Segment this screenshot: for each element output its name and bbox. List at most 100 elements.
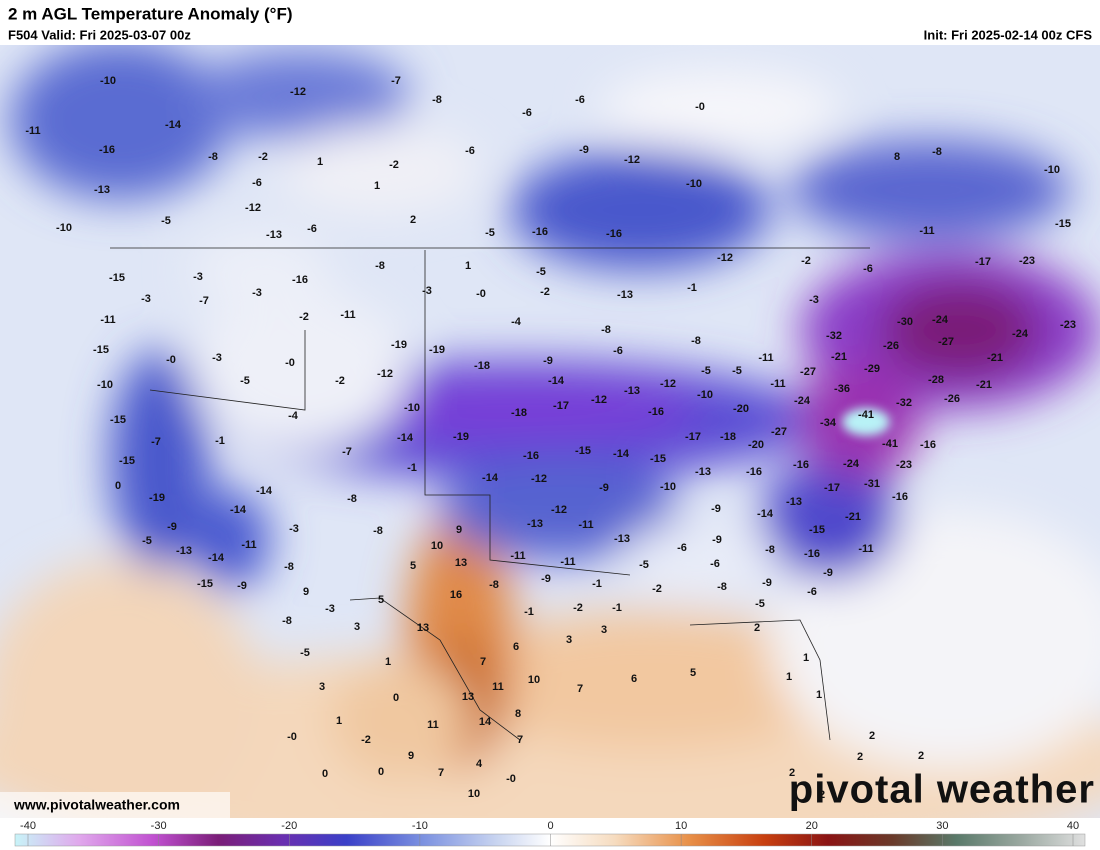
anomaly-label: -10 <box>686 178 702 190</box>
anomaly-label: -10 <box>404 402 420 414</box>
anomaly-label: -16 <box>793 459 809 471</box>
anomaly-label: -5 <box>639 559 649 571</box>
anomaly-label: -8 <box>282 615 292 627</box>
anomaly-label: -16 <box>746 466 762 478</box>
anomaly-label: -14 <box>548 375 565 387</box>
anomaly-label: -23 <box>1019 255 1035 267</box>
anomaly-label: -9 <box>167 521 177 533</box>
anomaly-label: 2 <box>410 214 416 226</box>
anomaly-label: -7 <box>342 446 352 458</box>
anomaly-label: -3 <box>252 287 262 299</box>
anomaly-label: 14 <box>479 716 492 728</box>
colorbar-tick-label: -20 <box>281 820 297 832</box>
anomaly-label: 1 <box>816 689 822 701</box>
anomaly-label: -5 <box>755 598 765 610</box>
anomaly-label: 3 <box>319 681 325 693</box>
anomaly-label: -18 <box>720 431 736 443</box>
anomaly-label: -0 <box>476 288 486 300</box>
anomaly-label: -11 <box>858 543 873 555</box>
anomaly-label: -11 <box>100 314 115 326</box>
anomaly-label: -3 <box>212 352 222 364</box>
anomaly-label: -12 <box>660 378 676 390</box>
anomaly-label: -12 <box>717 252 733 264</box>
anomaly-label: 6 <box>513 641 519 653</box>
anomaly-label: -15 <box>119 455 135 467</box>
anomaly-label: 1 <box>385 656 391 668</box>
anomaly-label: 5 <box>410 560 416 572</box>
anomaly-label: -0 <box>166 354 176 366</box>
anomaly-label: -6 <box>613 345 623 357</box>
anomaly-label: -17 <box>975 256 991 268</box>
anomaly-label: 11 <box>492 681 504 693</box>
colorbar-tick-label: 40 <box>1067 820 1079 832</box>
anomaly-label: -3 <box>422 285 432 297</box>
anomaly-label: 1 <box>336 715 342 727</box>
anomaly-label: -11 <box>340 309 355 321</box>
anomaly-label: 13 <box>462 691 474 703</box>
anomaly-label: -15 <box>109 272 125 284</box>
anomaly-label: 6 <box>631 673 637 685</box>
anomaly-label: -14 <box>165 119 182 131</box>
anomaly-label: -9 <box>237 580 247 592</box>
anomaly-label: -1 <box>687 282 697 294</box>
anomaly-label: -27 <box>800 366 816 378</box>
anomaly-label: 10 <box>431 540 443 552</box>
anomaly-label: 0 <box>322 768 328 780</box>
anomaly-label: -12 <box>290 86 306 98</box>
colorbar-ticks: -40 -30 -20 -10 0 10 20 30 40 <box>20 820 1079 846</box>
anomaly-label: -13 <box>617 289 633 301</box>
anomaly-label: 0 <box>115 480 121 492</box>
anomaly-label: -16 <box>892 491 908 503</box>
anomaly-label: -9 <box>599 482 609 494</box>
anomaly-label: -2 <box>801 255 811 267</box>
anomaly-label: -16 <box>292 274 308 286</box>
anomaly-label: -5 <box>240 375 250 387</box>
anomaly-label: -14 <box>482 472 499 484</box>
anomaly-label: -4 <box>511 316 522 328</box>
anomaly-label: -6 <box>522 107 532 119</box>
anomaly-label: 7 <box>438 767 444 779</box>
colorbar-tick-label: 20 <box>806 820 818 832</box>
anomaly-label: -21 <box>987 352 1003 364</box>
anomaly-label: -16 <box>804 548 820 560</box>
anomaly-label: 1 <box>786 671 792 683</box>
anomaly-label: 2 <box>857 751 863 763</box>
anomaly-label: 11 <box>427 719 439 731</box>
anomaly-label: -6 <box>252 177 262 189</box>
anomaly-label: 4 <box>476 758 483 770</box>
anomaly-label: -2 <box>389 159 399 171</box>
anomaly-label: -15 <box>650 453 666 465</box>
anomaly-label: -0 <box>285 357 295 369</box>
valid-time: F504 Valid: Fri 2025-03-07 00z <box>8 27 191 42</box>
anomaly-label: -17 <box>824 482 840 494</box>
anomaly-label: -14 <box>613 448 630 460</box>
anomaly-label: -3 <box>809 294 819 306</box>
anomaly-label: -6 <box>807 586 817 598</box>
anomaly-label: 9 <box>303 586 309 598</box>
anomaly-label: -2 <box>361 734 371 746</box>
anomaly-label: -10 <box>100 75 116 87</box>
anomaly-label: 2 <box>754 622 760 634</box>
anomaly-label: -19 <box>453 431 469 443</box>
anomaly-label: 2 <box>819 789 825 801</box>
anomaly-label: -13 <box>176 545 192 557</box>
anomaly-label: -11 <box>770 378 785 390</box>
anomaly-label: -15 <box>93 344 109 356</box>
anomaly-label: 9 <box>456 524 462 536</box>
anomaly-label: -41 <box>882 438 898 450</box>
anomaly-label: -1 <box>524 606 534 618</box>
anomaly-label: -20 <box>748 439 764 451</box>
anomaly-label: 0 <box>378 766 384 778</box>
anomaly-label: -26 <box>944 393 960 405</box>
anomaly-label: -32 <box>896 397 912 409</box>
anomaly-label: -11 <box>25 125 40 137</box>
anomaly-label: 2 <box>869 730 875 742</box>
anomaly-labels: -10-11-16-14-13-12-7-8 -6-6-6 -9-12-0-10-8… <box>25 75 1076 801</box>
anomaly-label: 7 <box>480 656 486 668</box>
anomaly-label: -9 <box>579 144 589 156</box>
anomaly-label: -10 <box>660 481 676 493</box>
anomaly-label: -9 <box>541 573 551 585</box>
anomaly-label: 13 <box>455 557 467 569</box>
anomaly-label: -7 <box>151 436 161 448</box>
anomaly-label: -2 <box>652 583 662 595</box>
